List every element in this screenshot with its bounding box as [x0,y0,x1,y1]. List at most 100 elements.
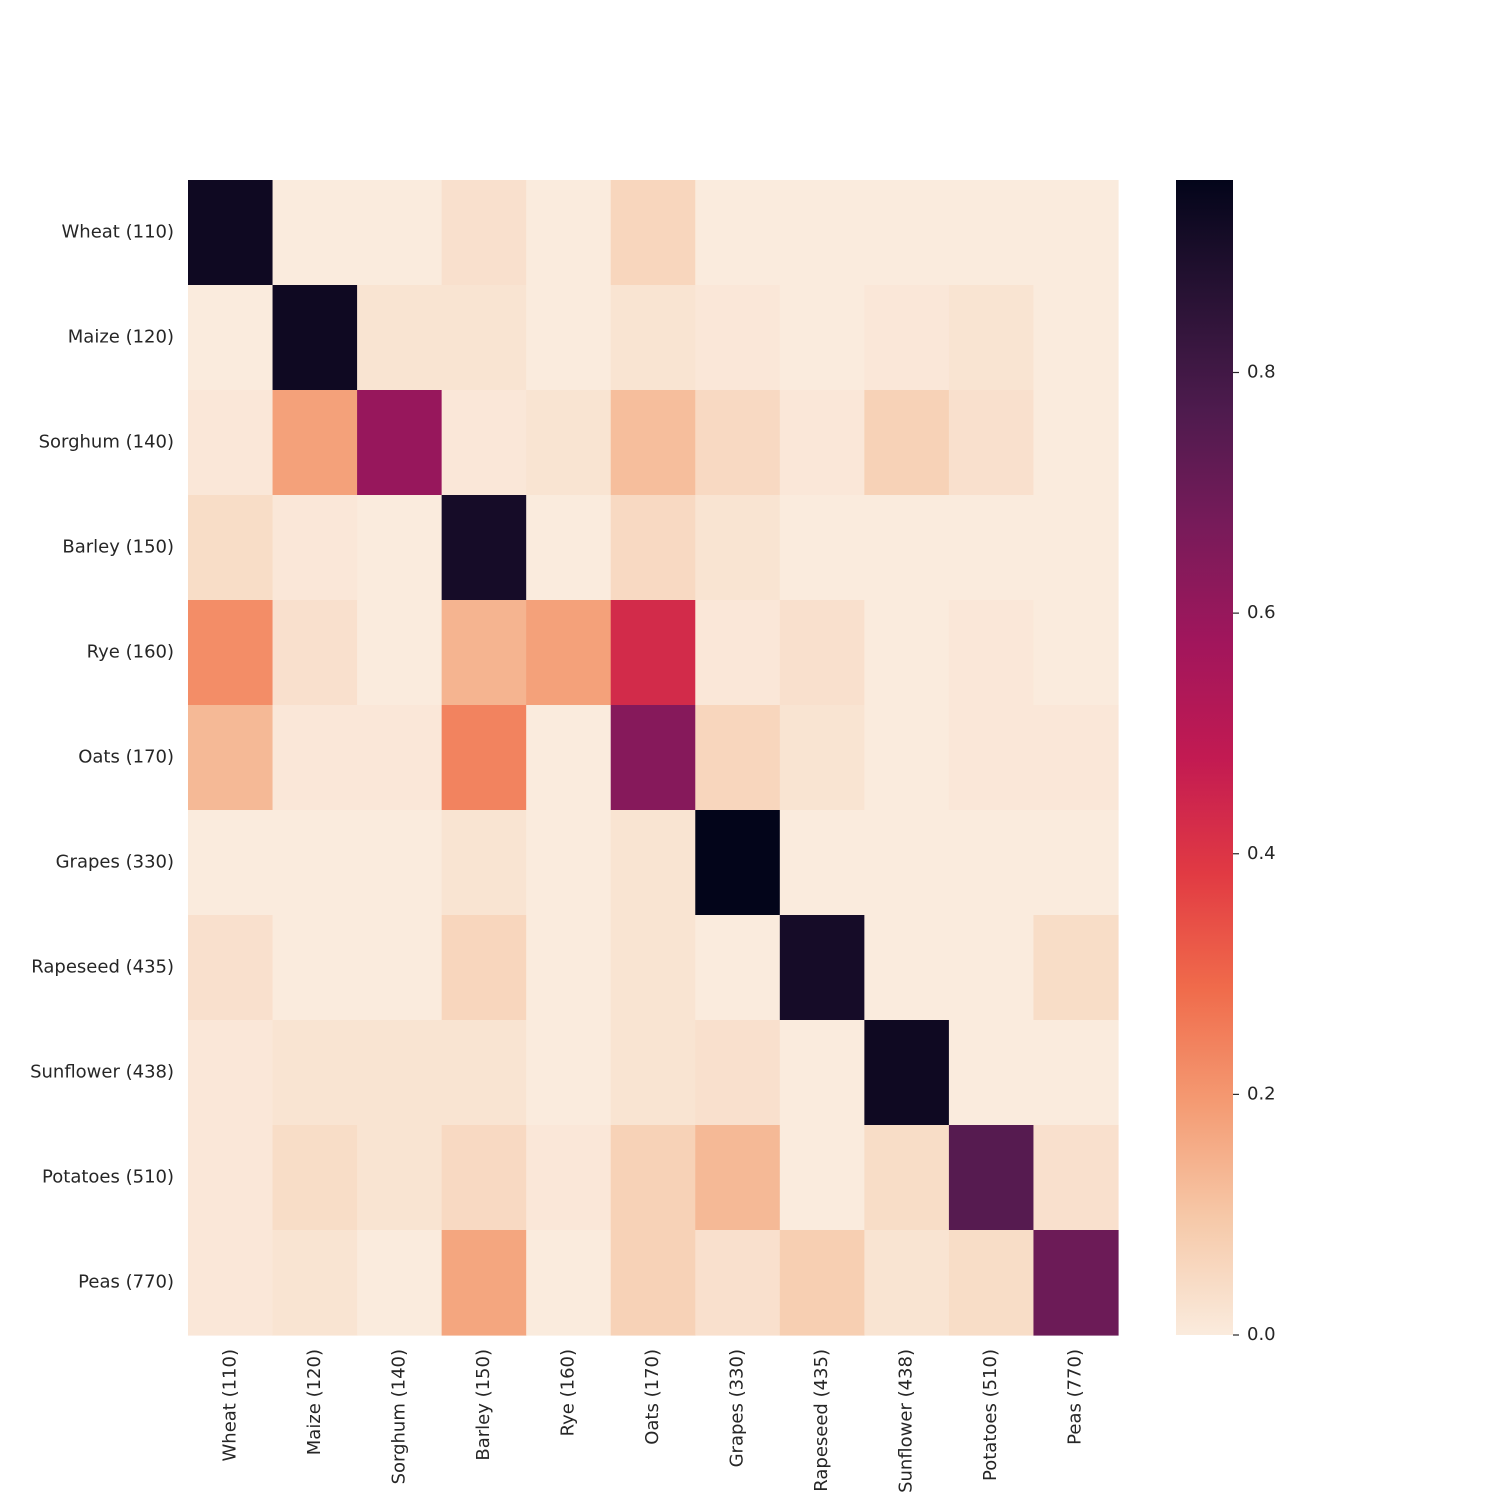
heatmap-cell [188,705,274,811]
heatmap-cell [948,180,1035,286]
heatmap-cell [188,495,274,601]
heatmap-cell [695,1020,781,1126]
row-tick-label: Sorghum (140) [39,432,174,453]
heatmap-cell [272,285,358,391]
heatmap-cell [864,285,950,391]
heatmap-cell [779,1125,865,1231]
heatmap-cell [695,915,781,1021]
heatmap-cell [357,810,443,916]
colorbar-tick-label: 0.0 [1247,1324,1276,1345]
column-tick-label: Barley (150) [473,1349,494,1461]
heatmap-cell [695,600,781,706]
heatmap-cell [272,1230,358,1336]
colorbar-tick-label: 0.2 [1247,1083,1276,1104]
heatmap-cell [610,390,696,496]
row-tick-label: Rye (160) [87,642,174,663]
heatmap-cell [357,915,443,1021]
column-tick-label: Rye (160) [557,1349,578,1436]
heatmap-cell [610,1020,696,1126]
heatmap-cell [441,1125,527,1231]
heatmap-cell [948,390,1035,496]
colorbar-tick-label: 0.8 [1247,362,1276,383]
heatmap-cell [357,705,443,811]
heatmap-cell [864,390,950,496]
heatmap-cell [441,915,527,1021]
heatmap-cell [1033,390,1119,496]
heatmap-cell [695,390,781,496]
heatmap-cell [610,810,696,916]
heatmap-cell [610,495,696,601]
heatmap-cell [779,180,865,286]
heatmap-cell [526,915,612,1021]
heatmap-cell [188,1125,274,1231]
heatmap-cell [610,600,696,706]
heatmap-cell [695,810,781,916]
heatmap-cell [779,390,865,496]
row-tick-label: Barley (150) [62,537,174,558]
heatmap-cell [441,180,527,286]
heatmap-cell [441,285,527,391]
heatmap-cell [357,1125,443,1231]
heatmap-cell [441,810,527,916]
heatmap-cell [610,180,696,286]
heatmap-cell [695,180,781,286]
heatmap-cell [357,1020,443,1126]
row-tick-label: Rapeseed (435) [31,957,174,978]
heatmap-cell [1033,705,1119,811]
heatmap-cell [864,810,950,916]
heatmap-cell [864,705,950,811]
colorbar-ticks: 0.0 0.2 0.4 0.6 0.8 [1233,362,1276,1345]
heatmap-cell [272,600,358,706]
heatmap-cell [526,705,612,811]
heatmap-cell [779,1020,865,1126]
row-tick-label: Peas (770) [78,1272,174,1293]
heatmap-cell [526,495,612,601]
heatmap-cell [864,495,950,601]
row-tick-label: Wheat (110) [62,222,175,243]
heatmap-cell [864,915,950,1021]
heatmap-cell [948,285,1035,391]
heatmap-cell [357,1230,443,1336]
heatmap-cell [272,810,358,916]
heatmap-cell [1033,600,1119,706]
heatmap-cell [526,1020,612,1126]
heatmap-cell [441,600,527,706]
heatmap-cell [864,600,950,706]
heatmap-cell [779,810,865,916]
heatmap-cell [779,1230,865,1336]
heatmap-cell [357,180,443,286]
heatmap-cell [188,1230,274,1336]
heatmap-cell [441,1020,527,1126]
heatmap-cell [948,810,1035,916]
heatmap-cell [610,1125,696,1231]
heatmap-cell [526,600,612,706]
heatmap-cell [779,915,865,1021]
heatmap-cell [357,495,443,601]
heatmap-cell [779,705,865,811]
heatmap-cell [188,180,274,286]
heatmap-cell [1033,285,1119,391]
heatmap-cell [272,1020,358,1126]
heatmap-cell [610,1230,696,1336]
heatmap-cell [441,1230,527,1336]
heatmap-cell [695,1230,781,1336]
heatmap-cell [188,390,274,496]
heatmap-cell [1033,495,1119,601]
colorbar: 0.0 0.2 0.4 0.6 0.8 [1176,180,1276,1345]
row-tick-label: Grapes (330) [56,852,174,873]
row-tick-label: Potatoes (510) [42,1167,174,1188]
heatmap-cell [695,705,781,811]
column-tick-label: Rapeseed (435) [811,1349,832,1492]
column-tick-label: Potatoes (510) [980,1349,1001,1481]
heatmap-cell [695,1125,781,1231]
heatmap-cell [864,1230,950,1336]
heatmap-cell [188,810,274,916]
row-tick-labels: Wheat (110) Maize (120) Sorghum (140) Barle… [30,222,174,1293]
heatmap-cell [948,705,1035,811]
column-tick-label: Sunflower (438) [896,1349,917,1493]
heatmap-cell [526,810,612,916]
heatmap-cell [357,600,443,706]
heatmap-cell [1033,1020,1119,1126]
heatmap-cell [188,1020,274,1126]
